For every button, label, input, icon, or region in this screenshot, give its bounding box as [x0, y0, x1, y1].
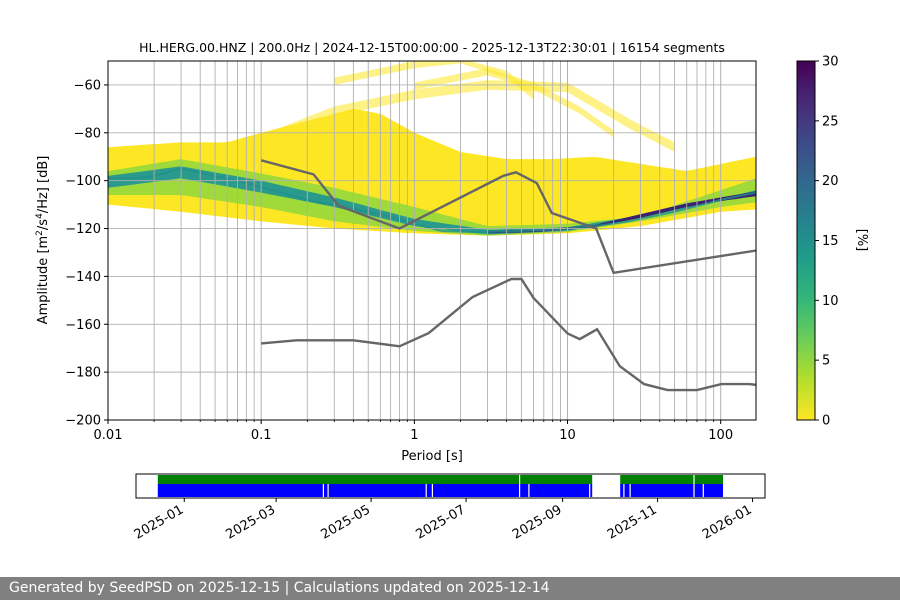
y-tick-label: −60 — [74, 78, 101, 93]
psd-coverage-gap — [528, 484, 530, 497]
x-axis-ticks: 0.01 0.1 1 10 100 — [94, 420, 733, 443]
timeline-tick-label: 2025-03 — [224, 502, 279, 542]
colorbar-tick-label: 15 — [822, 234, 839, 249]
footer-banner: Generated by SeedPSD on 2025-12-15 | Cal… — [0, 577, 900, 600]
timeline-ticks: 2025-01 2025-03 2025-05 2025-07 2025-09 2025-… — [132, 498, 755, 543]
colorbar-tick-label: 20 — [822, 174, 839, 189]
colorbar-tick-label: 5 — [822, 354, 830, 369]
psd-coverage-segment — [157, 484, 593, 497]
timeline-tick-label: 2025-07 — [414, 502, 469, 542]
data-coverage-segment — [620, 475, 723, 484]
colorbar-gradient — [796, 60, 816, 421]
timeline-tick-label: 2025-09 — [510, 502, 565, 542]
y-tick-label: −180 — [65, 366, 101, 381]
timeline-frame — [135, 473, 766, 499]
y-axis-label: Amplitude [m2/s4/Hz] [dB] — [35, 156, 51, 325]
timeline-tick-label: 2025-05 — [319, 502, 374, 542]
timeline-tick-label: 2025-01 — [132, 502, 187, 542]
timeline-rows — [157, 475, 723, 497]
psd-coverage-gap — [322, 484, 324, 497]
y-tick-label: −80 — [74, 126, 101, 141]
y-axis-ticks: −60 −80 −100 −120 −140 −160 −180 −200 — [65, 78, 108, 429]
data-coverage-segment — [157, 475, 593, 484]
nlnm-curve — [261, 277, 756, 392]
x-tick-label: 0.01 — [94, 428, 123, 443]
psd-band-green-band — [108, 159, 756, 236]
x-tick-label: 100 — [708, 428, 733, 443]
y-tick-label: −120 — [65, 222, 101, 237]
psd-heatmap — [108, 61, 756, 236]
y-tick-label: −140 — [65, 270, 101, 285]
psd-coverage-gap — [425, 484, 427, 497]
chart-title: HL.HERG.00.HNZ | 200.0Hz | 2024-12-15T00… — [139, 40, 725, 55]
x-axis-label: Period [s] — [401, 449, 463, 464]
coverage-timeline: 2025-01 2025-03 2025-05 2025-07 2025-09 2025-… — [132, 473, 766, 543]
psd-coverage-gap — [327, 484, 329, 497]
colorbar-tick-label: 0 — [822, 414, 830, 429]
x-tick-label: 0.1 — [251, 428, 272, 443]
psd-coverage-segment — [620, 484, 723, 497]
colorbar-tick-label: 10 — [822, 294, 839, 309]
colorbar: 0 5 10 15 20 25 30 [%] — [796, 55, 869, 429]
noise-model-curves — [260, 159, 756, 392]
colorbar-label: [%] — [854, 229, 869, 252]
plot-frame — [107, 60, 757, 421]
psd-coverage-gap — [623, 484, 625, 497]
y-tick-label: −160 — [65, 318, 101, 333]
x-tick-label: 1 — [410, 428, 418, 443]
x-tick-label: 10 — [559, 428, 576, 443]
timeline-tick-label: 2025-11 — [605, 502, 660, 542]
plot-grid — [108, 61, 756, 420]
colorbar-tick-label: 30 — [822, 55, 839, 70]
psd-chart-svg: HL.HERG.00.HNZ | 200.0Hz | 2024-12-15T00… — [35, 40, 869, 543]
y-tick-label: −200 — [65, 414, 101, 429]
colorbar-tick-label: 25 — [822, 114, 839, 129]
psd-coverage-gap — [702, 484, 704, 497]
psd-coverage-gap — [519, 484, 521, 497]
psd-arc-2 — [414, 68, 614, 138]
y-tick-label: −100 — [65, 174, 101, 189]
psd-coverage-gap — [693, 484, 695, 497]
psd-band-teal-band — [108, 166, 756, 235]
psd-coverage-gap — [629, 484, 631, 497]
nhnm-curve — [260, 159, 756, 275]
data-coverage-gap — [519, 475, 521, 484]
plot-area-background — [108, 61, 756, 420]
data-coverage-gap — [693, 475, 695, 484]
psd-coverage-gap — [589, 484, 591, 497]
timeline-tick-label: 2026-01 — [700, 502, 755, 542]
colorbar-ticks: 0 5 10 15 20 25 30 — [815, 55, 839, 429]
psd-coverage-gap — [431, 484, 433, 497]
